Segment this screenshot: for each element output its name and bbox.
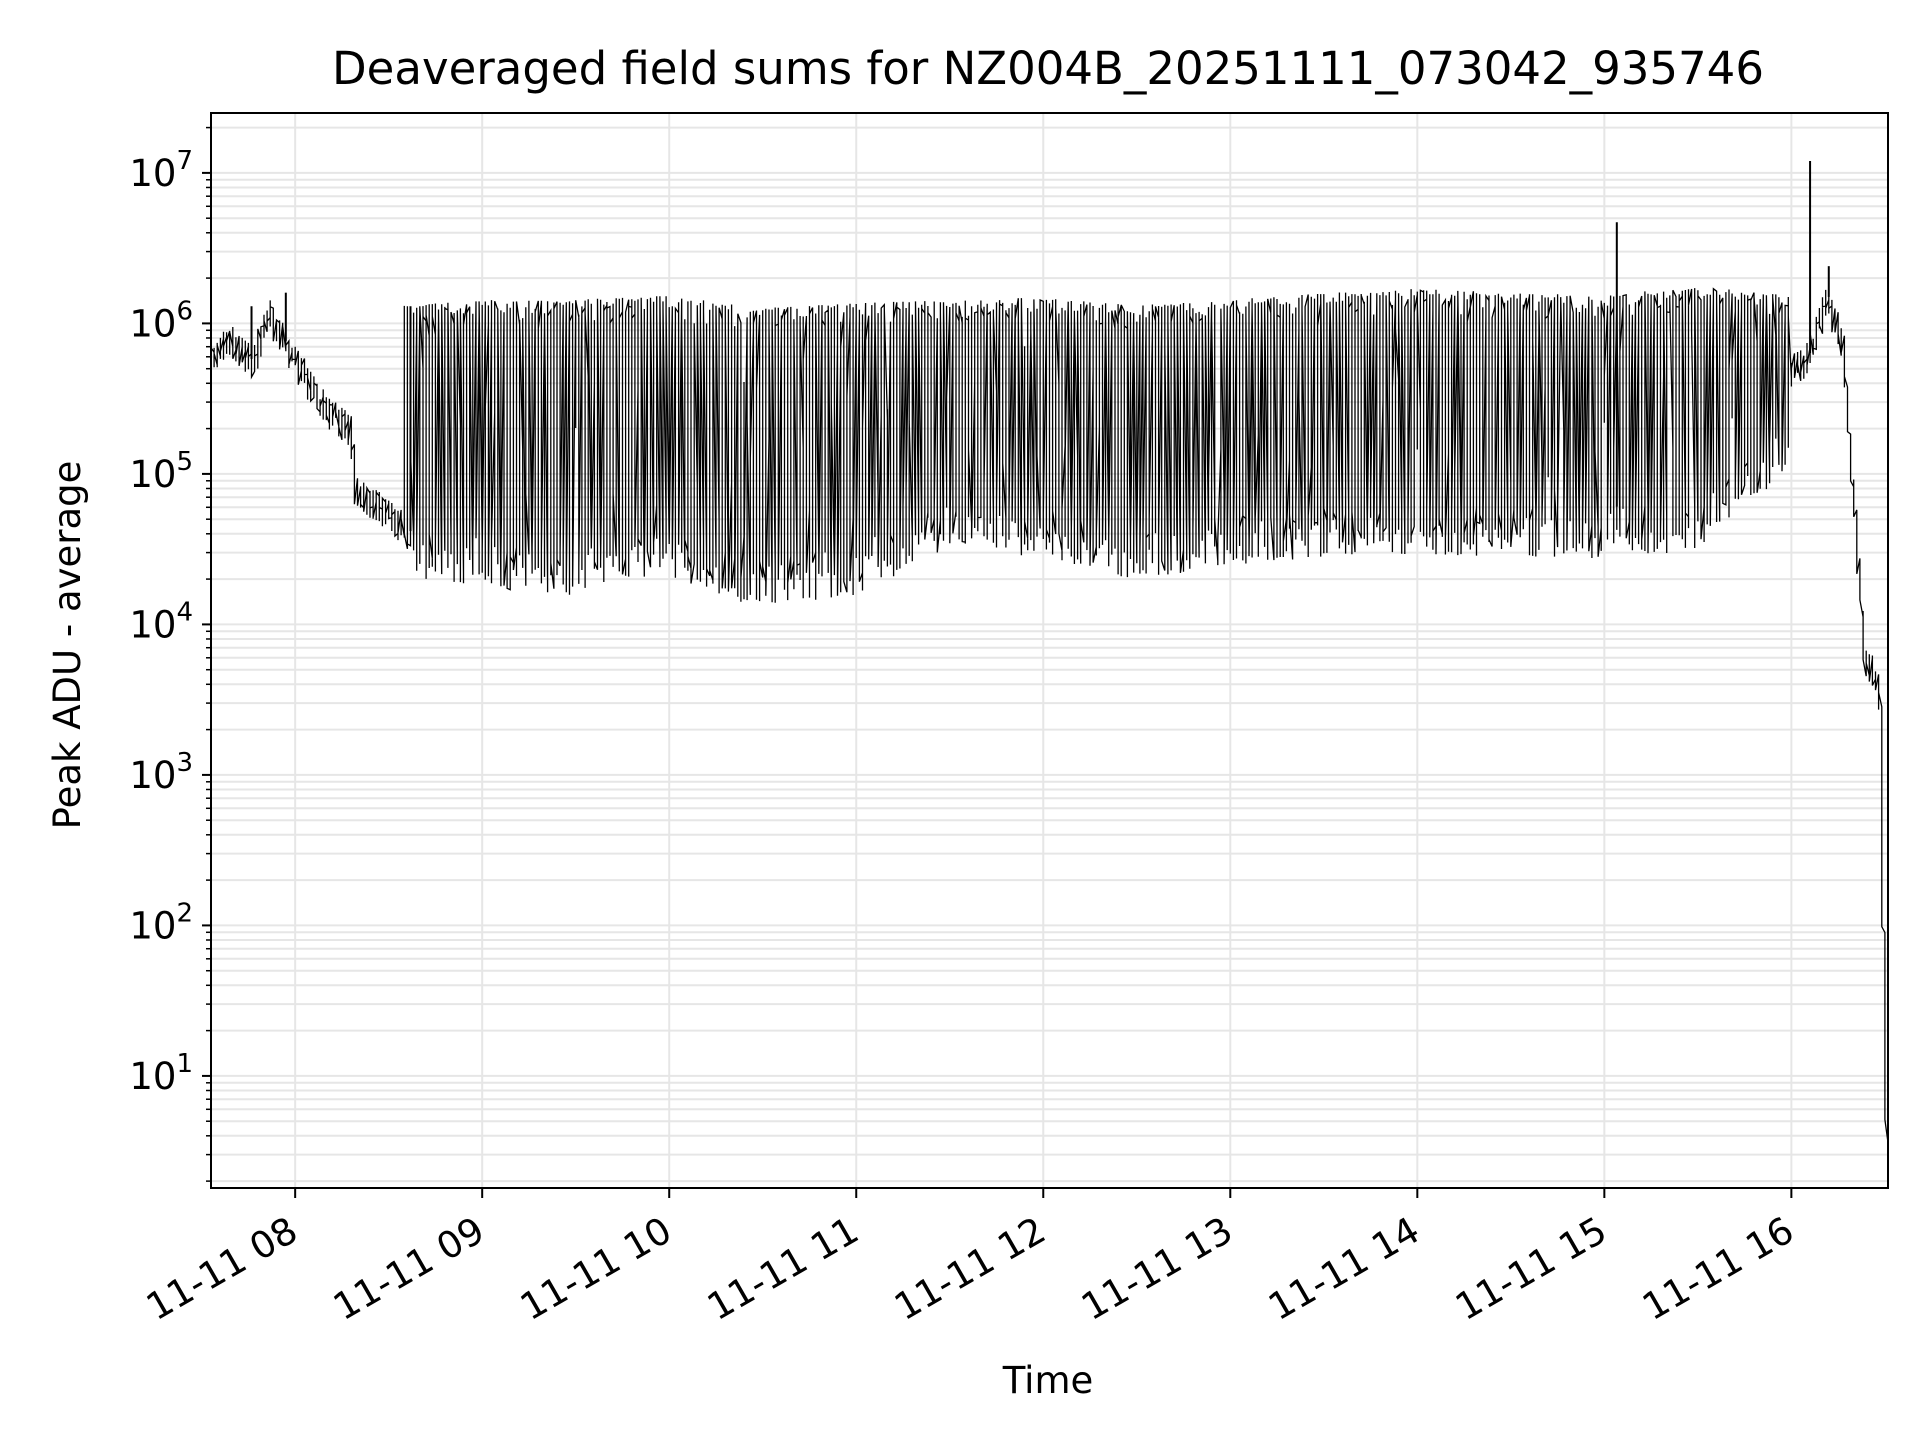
series-line xyxy=(210,287,1889,1155)
y-axis-label: Peak ADU - average xyxy=(46,461,89,830)
y-tick-label: 105 xyxy=(129,447,193,496)
plot-frame xyxy=(210,112,1889,1189)
y-tick-label: 107 xyxy=(129,146,193,195)
chart-title: Deaveraged field sums for NZ004B_2025111… xyxy=(332,42,1764,95)
x-axis-label: Time xyxy=(1002,1359,1094,1402)
grid-layer xyxy=(211,113,1888,1188)
y-tick-label: 101 xyxy=(129,1049,193,1098)
y-tick-label: 106 xyxy=(129,296,193,345)
y-tick-label: 104 xyxy=(129,597,193,646)
y-tick-label: 102 xyxy=(129,898,193,947)
data-layer xyxy=(210,160,1889,1155)
y-tick-label: 103 xyxy=(129,748,193,797)
